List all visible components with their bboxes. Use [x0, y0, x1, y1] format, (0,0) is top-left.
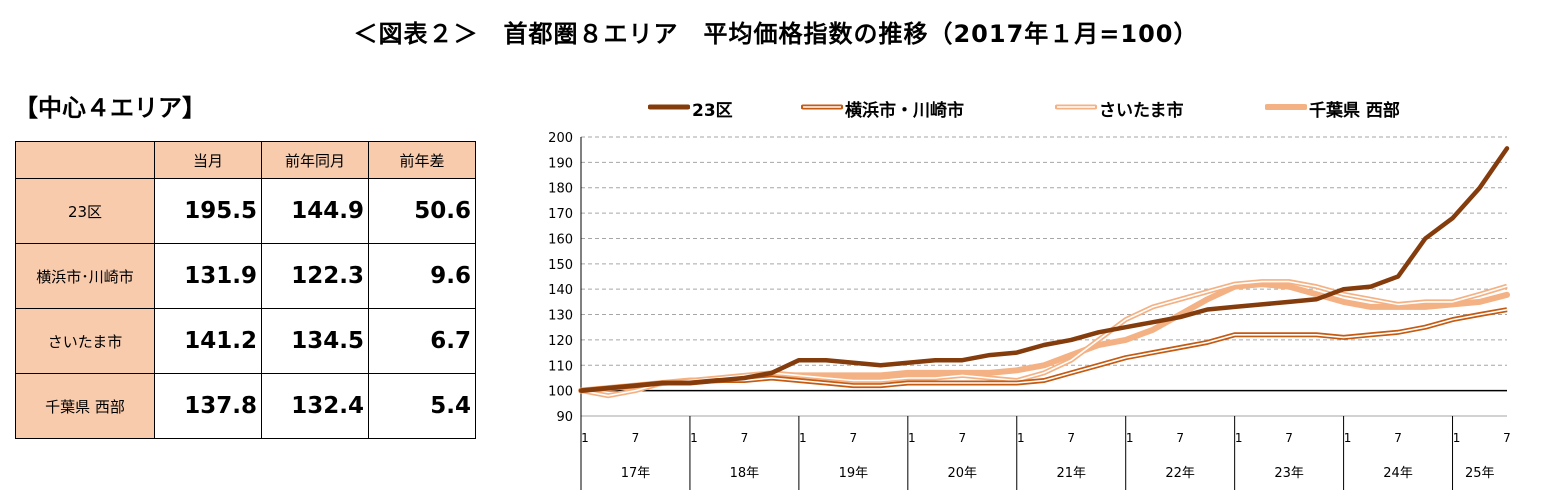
legend-swatch [648, 104, 690, 110]
row-label: 横浜市･川崎市 [15, 243, 155, 309]
diff-value: 9.6 [368, 243, 476, 309]
y-tick-label: 90 [556, 410, 573, 425]
legend-label: さいたま市 [1099, 101, 1184, 121]
series-line-23ku [578, 146, 1510, 393]
x-month-label: 7 [741, 431, 749, 445]
table-header-cell: 当月 [154, 141, 262, 179]
x-month-label: 1 [1126, 431, 1134, 445]
x-year-label: 19年 [839, 466, 869, 481]
x-year-label: 21年 [1056, 466, 1086, 481]
series-line-saitama-inner [580, 280, 1508, 397]
x-month-label: 1 [581, 431, 589, 445]
y-tick-label: 130 [548, 309, 573, 324]
x-month-label: 7 [1394, 431, 1402, 445]
x-month-label: 1 [799, 431, 807, 445]
diff-value: 6.7 [368, 308, 476, 374]
x-year-label: 24年 [1383, 466, 1413, 481]
current-value: 141.2 [154, 308, 262, 374]
x-year-label: 18年 [730, 466, 760, 481]
prev-year-value: 144.9 [261, 178, 369, 244]
x-year-label: 17年 [621, 466, 651, 481]
current-value: 137.8 [154, 373, 262, 439]
legend-label: 横浜市・川崎市 [845, 101, 964, 121]
x-month-label: 7 [850, 431, 858, 445]
x-month-label: 7 [632, 431, 640, 445]
x-month-label: 1 [1453, 431, 1461, 445]
y-tick-label: 160 [548, 232, 573, 247]
legend-swatch [801, 104, 843, 110]
x-month-label: 7 [958, 431, 966, 445]
y-tick-label: 150 [548, 258, 573, 273]
row-label: 23区 [15, 178, 155, 244]
y-tick-label: 180 [548, 182, 573, 197]
page-title: ＜図表２＞ 首都圏８エリア 平均価格指数の推移（2017年１月=100） [353, 20, 1199, 48]
y-tick-label: 190 [548, 156, 573, 171]
legend-swatch [1265, 104, 1307, 110]
row-label: さいたま市 [15, 308, 155, 374]
prev-year-value: 132.4 [261, 373, 369, 439]
x-year-label: 20年 [948, 466, 978, 481]
current-value: 131.9 [154, 243, 262, 309]
table-header-cell: 前年差 [368, 141, 476, 179]
y-tick-label: 100 [548, 385, 573, 400]
table-row: 23区 195.5 144.9 50.6 [15, 178, 476, 244]
x-year-label: 23年 [1274, 466, 1304, 481]
y-tick-label: 120 [548, 334, 573, 349]
x-month-label: 1 [1344, 431, 1352, 445]
legend-swatch [1055, 104, 1097, 110]
x-month-label: 7 [1067, 431, 1075, 445]
row-label: 千葉県 西部 [15, 373, 155, 439]
current-value: 195.5 [154, 178, 262, 244]
x-month-label: 1 [1235, 431, 1243, 445]
y-tick-label: 200 [548, 131, 573, 146]
prev-year-value: 122.3 [261, 243, 369, 309]
table-header-cell: 前年同月 [261, 141, 369, 179]
table-header-row: 当月 前年同月 前年差 [15, 141, 476, 179]
table-row: 千葉県 西部 137.8 132.4 5.4 [15, 373, 476, 439]
x-month-label: 7 [1503, 431, 1511, 445]
legend-label: 千葉県 西部 [1309, 101, 1400, 121]
diff-value: 5.4 [368, 373, 476, 439]
x-month-label: 1 [1017, 431, 1025, 445]
table-row: 横浜市･川崎市 131.9 122.3 9.6 [15, 243, 476, 309]
table-header-cell [15, 141, 155, 179]
summary-table: 当月 前年同月 前年差 23区 195.5 144.9 50.6 横浜市･川崎市… [15, 141, 476, 439]
x-month-label: 1 [690, 431, 698, 445]
y-tick-label: 170 [548, 207, 573, 222]
x-year-label: 22年 [1165, 466, 1195, 481]
x-month-label: 7 [1176, 431, 1184, 445]
x-month-label: 1 [908, 431, 916, 445]
y-tick-label: 140 [548, 283, 573, 298]
x-month-label: 7 [1285, 431, 1293, 445]
section-title: 【中心４エリア】 [14, 94, 206, 122]
legend-label: 23区 [692, 101, 733, 121]
x-year-label: 25年 [1465, 466, 1495, 481]
y-tick-label: 110 [548, 359, 573, 374]
